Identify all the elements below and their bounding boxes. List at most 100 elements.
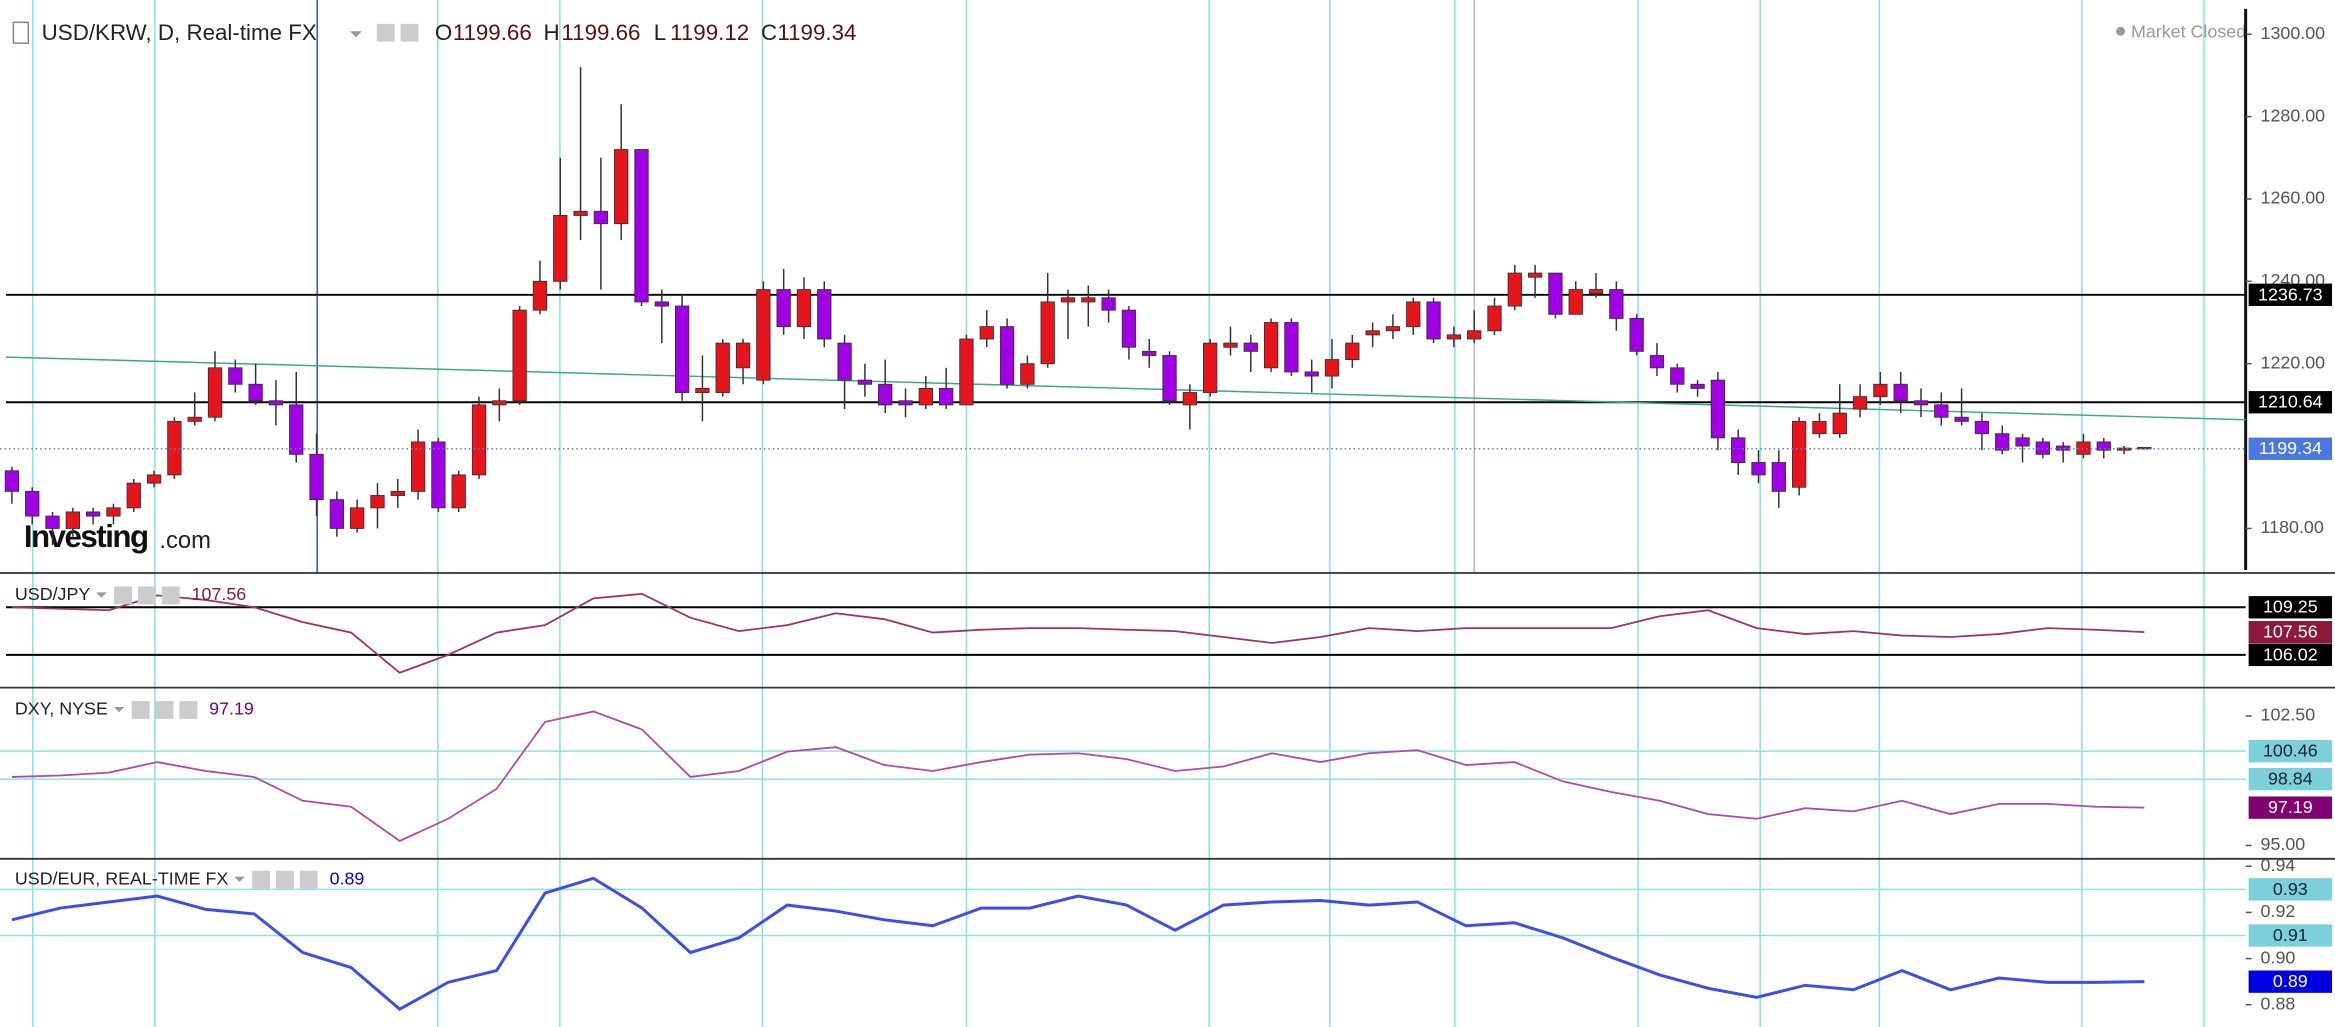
candle-body: [1954, 416, 1969, 422]
panel-icon: [252, 870, 271, 889]
last-value-badge: [2248, 970, 2333, 993]
candle-body: [1649, 355, 1665, 369]
low-value: 1199.12: [670, 20, 749, 45]
ohlc-label: O: [435, 20, 452, 45]
panel-icon: [131, 701, 150, 719]
candle-body: [248, 383, 263, 402]
y-tick-label: 102.50: [2261, 705, 2316, 725]
candle-body: [1934, 404, 1949, 418]
candle-body: [938, 387, 954, 406]
series-line: [11, 876, 2145, 1011]
candle-body: [2096, 441, 2111, 451]
candle-body: [431, 441, 446, 509]
last-value-badge-label: 0.89: [2273, 971, 2308, 991]
price-badge: [2248, 924, 2333, 947]
candle-body: [1913, 400, 1929, 406]
series-line: [11, 592, 2145, 674]
candle-body: [207, 367, 223, 418]
panel-icon: [299, 870, 318, 889]
candle-body: [1812, 420, 1827, 435]
candle-body: [979, 326, 994, 340]
high-value: 1199.66: [561, 20, 640, 45]
candle-body: [1385, 326, 1401, 332]
candle-body: [1527, 272, 1543, 278]
candle-body: [410, 441, 426, 492]
ohlc-label: L: [654, 20, 666, 45]
candle-body: [1751, 462, 1766, 476]
candle-body: [674, 305, 690, 393]
y-tick-label: 0.88: [2261, 993, 2296, 1013]
candle-body: [126, 482, 141, 509]
candle-body: [289, 404, 304, 455]
price-badge-label: 0.91: [2273, 925, 2308, 945]
candle-body: [1020, 363, 1035, 385]
candle-body: [1609, 289, 1624, 319]
level-badge-label: 106.02: [2263, 644, 2318, 664]
candle-body: [1162, 355, 1177, 402]
candle-body: [959, 338, 974, 406]
candle-body: [2116, 447, 2132, 451]
price-badge-label: 98.84: [2268, 769, 2313, 789]
candle-body: [2076, 441, 2091, 455]
candle-body: [1304, 371, 1319, 377]
panel-icon: [275, 870, 294, 889]
panel-icon: [161, 586, 180, 605]
level-badge-label: 109.25: [2263, 597, 2318, 617]
y-tick-label: 1180.00: [2261, 517, 2324, 537]
candle-body: [1974, 420, 1990, 435]
candle-body: [65, 511, 80, 529]
eye-icon[interactable]: [376, 23, 395, 42]
candle-body: [1446, 334, 1462, 340]
dropdown: [113, 706, 125, 713]
candle-body: [1507, 272, 1522, 307]
candle-body: [1060, 297, 1076, 303]
candle-body: [1487, 305, 1502, 332]
dropdown[interactable]: [349, 31, 362, 38]
panel-last-value: 0.89: [330, 868, 365, 888]
level-badge-label: 1236.73: [2258, 284, 2323, 304]
candle-body: [573, 210, 588, 216]
candle-body: [370, 495, 385, 509]
candle-body: [654, 301, 669, 307]
candle-body: [1345, 342, 1360, 361]
y-tick-label: 1220.00: [2261, 352, 2326, 372]
candle-body: [1467, 330, 1482, 340]
panel-title: USD/EUR, REAL-TIME FX: [15, 868, 228, 888]
panel-title: USD/JPY: [15, 584, 91, 604]
panel-icon: [114, 586, 133, 605]
settings-icon[interactable]: [400, 23, 419, 42]
candle-body: [45, 515, 60, 529]
last-value-badge: [2248, 621, 2333, 644]
y-tick-label: 1300.00: [2261, 23, 2326, 43]
candle-body: [1263, 322, 1279, 369]
candle-body: [1121, 309, 1137, 348]
candle-body: [309, 453, 324, 501]
candle-body: [735, 342, 751, 369]
candle-body: [1324, 359, 1340, 377]
last-price-badge: [2248, 437, 2333, 460]
candle-body: [1710, 379, 1726, 439]
candle-body: [796, 289, 812, 328]
candle-body: [106, 507, 121, 517]
candle-body: [1568, 289, 1583, 315]
candle-body: [268, 400, 284, 406]
level-badge: [2248, 283, 2333, 306]
price-badge: [2248, 878, 2333, 901]
candle-body: [1223, 342, 1238, 348]
dropdown: [234, 876, 245, 882]
level-badge: [2248, 596, 2333, 619]
candle-body: [86, 511, 101, 517]
collapse-icon[interactable]: [12, 21, 30, 44]
price-badge-label: 0.93: [2273, 879, 2308, 899]
panel-last-value: 107.56: [192, 584, 247, 604]
time-grid: [32, 0, 2205, 1027]
candle-body: [1588, 289, 1604, 295]
ohlc-label: H: [544, 20, 560, 45]
status-dot: [2116, 26, 2126, 36]
panel-title: DXY, NYSE: [15, 699, 108, 719]
y-tick-label: 1280.00: [2261, 105, 2326, 125]
candle-body: [1426, 301, 1441, 340]
candle-body: [1852, 396, 1868, 410]
last-price-badge-label: 1199.34: [2259, 438, 2322, 458]
